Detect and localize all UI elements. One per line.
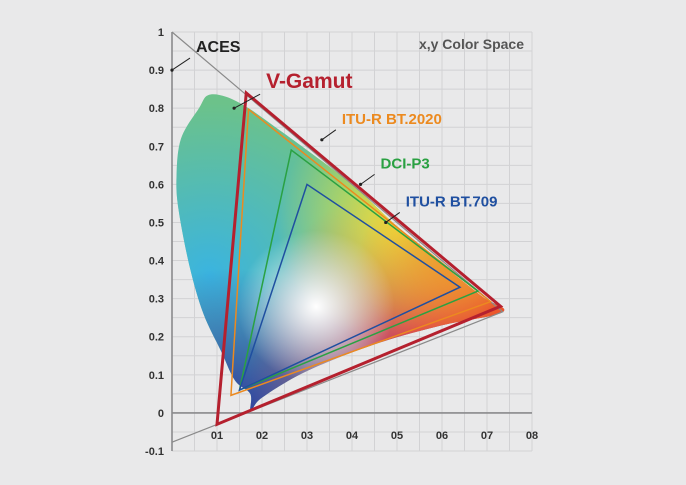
y-tick-label: 1 bbox=[158, 27, 164, 39]
x-tick-label: 01 bbox=[211, 430, 223, 442]
gamut-labels: ACES V-Gamut ITU-R BT.2020 DCI-P3 ITU-R BT.7… bbox=[170, 39, 498, 225]
y-tick-label: 0.8 bbox=[149, 103, 164, 115]
leader-line bbox=[385, 212, 401, 223]
x-tick-label: 05 bbox=[391, 430, 403, 442]
leader-line bbox=[360, 173, 375, 185]
itu-r-bt-709-label: ITU-R BT.709 bbox=[406, 193, 498, 210]
y-tick-label: 0.9 bbox=[149, 65, 164, 77]
x-tick-label: 07 bbox=[481, 430, 493, 442]
y-tick-label: 0.1 bbox=[149, 370, 164, 382]
v-gamut-series bbox=[215, 89, 504, 427]
tick-labels: 1 0.9 0.8 0.7 0.6 0.5 0.4 0.3 0.2 0.1 0 -0.1 01 02 03 0… bbox=[145, 27, 538, 458]
leader-line bbox=[171, 57, 191, 71]
y-tick-label: 0.2 bbox=[149, 332, 164, 344]
dci-p3-series bbox=[238, 148, 480, 392]
x-tick-label: 02 bbox=[256, 430, 268, 442]
dci-p3-label: DCI-P3 bbox=[381, 155, 430, 172]
x-tick-label: 06 bbox=[436, 430, 448, 442]
y-tick-label: -0.1 bbox=[145, 446, 164, 458]
leader-dot bbox=[358, 182, 363, 186]
leader-dot bbox=[170, 68, 174, 72]
y-tick-label: 0.3 bbox=[149, 294, 164, 306]
x-tick-label: 04 bbox=[346, 430, 359, 442]
y-tick-label: 0.5 bbox=[149, 217, 164, 229]
aces-label: ACES bbox=[196, 39, 241, 56]
leader-line bbox=[321, 129, 337, 141]
leader-dot bbox=[232, 106, 236, 110]
v-gamut-label: V-Gamut bbox=[266, 70, 352, 93]
y-tick-label: 0 bbox=[158, 408, 164, 420]
itu-r-bt-2020-label: ITU-R BT.2020 bbox=[342, 111, 442, 128]
leader-dot bbox=[320, 138, 324, 142]
itu-r-bt-2020-series bbox=[230, 107, 493, 397]
itu-r-bt-709-series bbox=[238, 183, 462, 392]
y-tick-label: 0.4 bbox=[149, 256, 165, 268]
x-tick-label: 03 bbox=[301, 430, 313, 442]
y-tick-label: 0.7 bbox=[149, 141, 164, 153]
x-tick-label: 08 bbox=[526, 430, 538, 442]
gamut-series bbox=[171, 31, 504, 443]
leader-line bbox=[233, 93, 261, 109]
axes bbox=[171, 32, 532, 451]
y-tick-label: 0.6 bbox=[149, 179, 164, 191]
leader-dot bbox=[384, 220, 388, 225]
chart-title: x,y Color Space bbox=[419, 36, 524, 52]
